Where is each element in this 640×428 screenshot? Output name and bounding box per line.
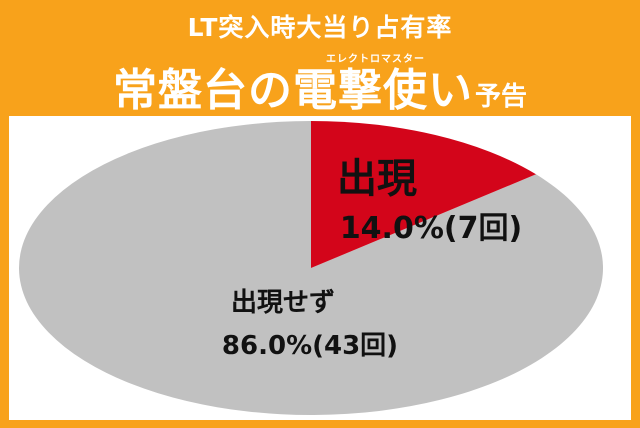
title-suffix: 予告: [474, 82, 527, 112]
chart-subtitle: LT突入時大当り占有率: [187, 13, 453, 42]
chart-panel: 出現 14.0%(7回) 出現せず 86.0%(43回): [9, 116, 631, 420]
title-line: 常盤台の電撃使い予告: [0, 54, 640, 118]
chart-title: 常盤台の電撃使い: [112, 65, 473, 116]
slice-label-not-appear: 出現せず: [231, 288, 335, 318]
pie-chart: 出現 14.0%(7回) 出現せず 86.0%(43回): [19, 121, 604, 416]
slice-value-not-appear: 86.0%(43回): [222, 331, 398, 361]
title-ruby: エレクトロマスター: [326, 54, 425, 65]
pie-slice-not-appear: [19, 121, 604, 416]
slice-value-appear: 14.0%(7回): [340, 211, 522, 246]
header: LT突入時大当り占有率 エレクトロマスター 常盤台の電撃使い予告: [0, 0, 640, 116]
slice-label-appear: 出現: [337, 156, 417, 202]
pie-slice-appear: [311, 121, 536, 268]
